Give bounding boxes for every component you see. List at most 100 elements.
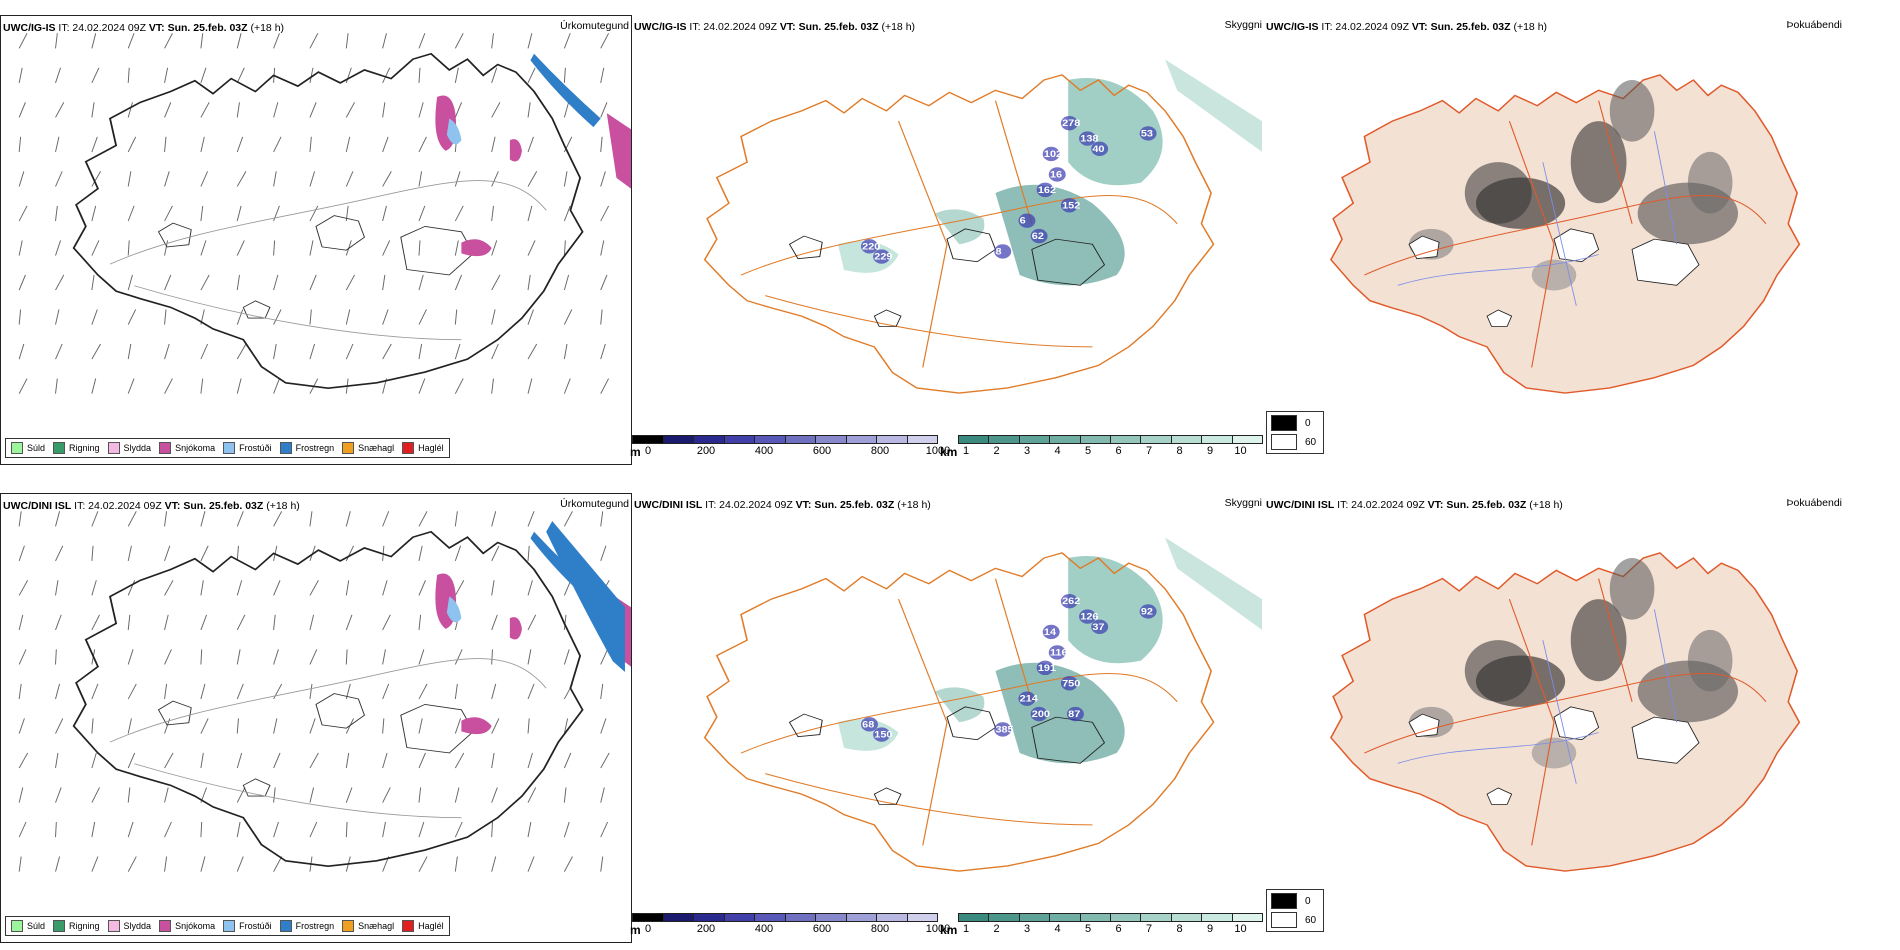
cloud-base-marker xyxy=(1139,126,1157,141)
wind-barb xyxy=(18,580,29,596)
wind-barb xyxy=(345,309,351,325)
river-network xyxy=(1397,609,1678,784)
road-network xyxy=(740,578,1178,846)
freezing-rain-area xyxy=(546,520,625,673)
colorbar-step xyxy=(785,914,816,921)
wind-barb xyxy=(309,683,313,700)
low-visibility-area xyxy=(1068,78,1163,186)
colorbar-step xyxy=(846,914,877,921)
wind-barb xyxy=(309,821,318,838)
wind-barb xyxy=(236,102,240,118)
glacier-outline xyxy=(1631,716,1700,764)
legend-label: Snæhagl xyxy=(358,443,395,453)
wind-barb xyxy=(527,378,533,394)
init-time: IT: 24.02.2024 09Z xyxy=(74,500,162,512)
wind-barb xyxy=(273,102,279,118)
snow-area xyxy=(509,617,522,640)
iceland-map xyxy=(1330,552,1801,872)
glacier-outline xyxy=(1486,309,1513,327)
wind-barb xyxy=(273,343,277,360)
wind-barb xyxy=(91,545,94,561)
iceland-map xyxy=(18,33,631,394)
wind-barb xyxy=(55,274,65,291)
colorbar-bar xyxy=(958,913,1263,922)
legend-item: Frostregn xyxy=(279,920,335,932)
fog-index-legend: 0 60 xyxy=(1266,889,1324,932)
cloud-base-label: 6 xyxy=(1020,216,1026,226)
wind-barb xyxy=(418,205,426,222)
valid-time: Sun. 25.feb. 03Z xyxy=(814,499,895,511)
wind-barb xyxy=(18,274,26,291)
legend-swatch xyxy=(11,442,23,454)
lead-time: (+18 h) xyxy=(897,499,931,511)
wind-barb xyxy=(563,378,571,394)
wind-barb xyxy=(91,136,98,153)
lead-time: (+18 h) xyxy=(881,21,916,33)
colorbar-step xyxy=(907,436,937,443)
wind-barb xyxy=(18,683,22,700)
glacier-outline xyxy=(1486,787,1513,805)
cloud-base-marker xyxy=(1060,198,1078,213)
colorbar-unit: m xyxy=(630,445,641,459)
valid-time: Sun. 25.feb. 03Z xyxy=(183,500,264,512)
wind-barb xyxy=(91,752,97,769)
cloud-base-marker xyxy=(1030,228,1048,244)
wind-barb xyxy=(600,787,605,803)
wind-barb xyxy=(200,171,209,187)
colorbar-step xyxy=(663,914,694,921)
legend-label: Snjókoma xyxy=(175,443,216,453)
cloud-base-marker xyxy=(860,717,878,732)
wind-barb xyxy=(236,821,241,838)
cloud-base-label: 14 xyxy=(1044,628,1057,638)
wind-barb xyxy=(91,240,100,256)
colorbar-step xyxy=(1050,436,1081,443)
wind-barb xyxy=(127,343,132,360)
wind-barb xyxy=(382,752,388,769)
wind-barb xyxy=(91,343,101,360)
freezing-drizzle-area xyxy=(446,596,462,623)
glacier-outline xyxy=(315,215,366,251)
colorbar-step xyxy=(846,436,877,443)
valid-time: Sun. 25.feb. 03Z xyxy=(798,21,879,33)
legend-swatch xyxy=(159,920,172,932)
wind-barb xyxy=(563,856,573,872)
wind-barb xyxy=(273,821,279,838)
cloud-base-marker xyxy=(1079,609,1097,624)
colorbar-step xyxy=(989,914,1020,921)
wind-barb xyxy=(127,683,137,700)
precip-type-legend: Súld Rigning Slydda Snjókoma Frostúði Frostre… xyxy=(5,438,450,458)
wind-barb xyxy=(527,205,533,222)
wind-barb xyxy=(527,580,533,596)
wind-barb xyxy=(418,343,423,360)
wind-barb xyxy=(273,718,278,734)
low-visibility-area xyxy=(995,184,1125,286)
wind-barb xyxy=(55,545,64,562)
wind-barb xyxy=(563,274,570,291)
cloud-base-label: 214 xyxy=(1020,694,1039,704)
wind-barb xyxy=(200,856,206,872)
wind-barb xyxy=(55,787,62,803)
wind-barb xyxy=(309,67,314,83)
fog-index-area xyxy=(1531,259,1577,291)
wind-barb xyxy=(18,856,22,872)
wind-barb xyxy=(345,821,348,838)
low-visibility-area xyxy=(837,718,899,751)
colorbar-tick: 7 xyxy=(1145,923,1153,935)
wind-barb xyxy=(164,205,173,222)
wind-barb xyxy=(236,171,247,187)
wind-barb xyxy=(454,67,459,83)
panel-title: Þokuábendi xyxy=(1786,497,1842,509)
wind-barb xyxy=(527,171,538,187)
colorbar-step xyxy=(1019,436,1051,443)
road-network xyxy=(1364,578,1767,846)
wind-barb xyxy=(491,649,493,665)
wind-barb xyxy=(127,67,130,83)
colorbar-step xyxy=(694,436,725,443)
legend-item: Snjókoma xyxy=(159,920,215,932)
legend-label: Frostregn xyxy=(295,921,335,931)
colorbar-step xyxy=(877,914,908,921)
colorbar-step xyxy=(1171,436,1203,443)
wind-barb xyxy=(491,171,499,187)
wind-barb xyxy=(345,102,356,118)
wind-barb xyxy=(454,649,463,665)
